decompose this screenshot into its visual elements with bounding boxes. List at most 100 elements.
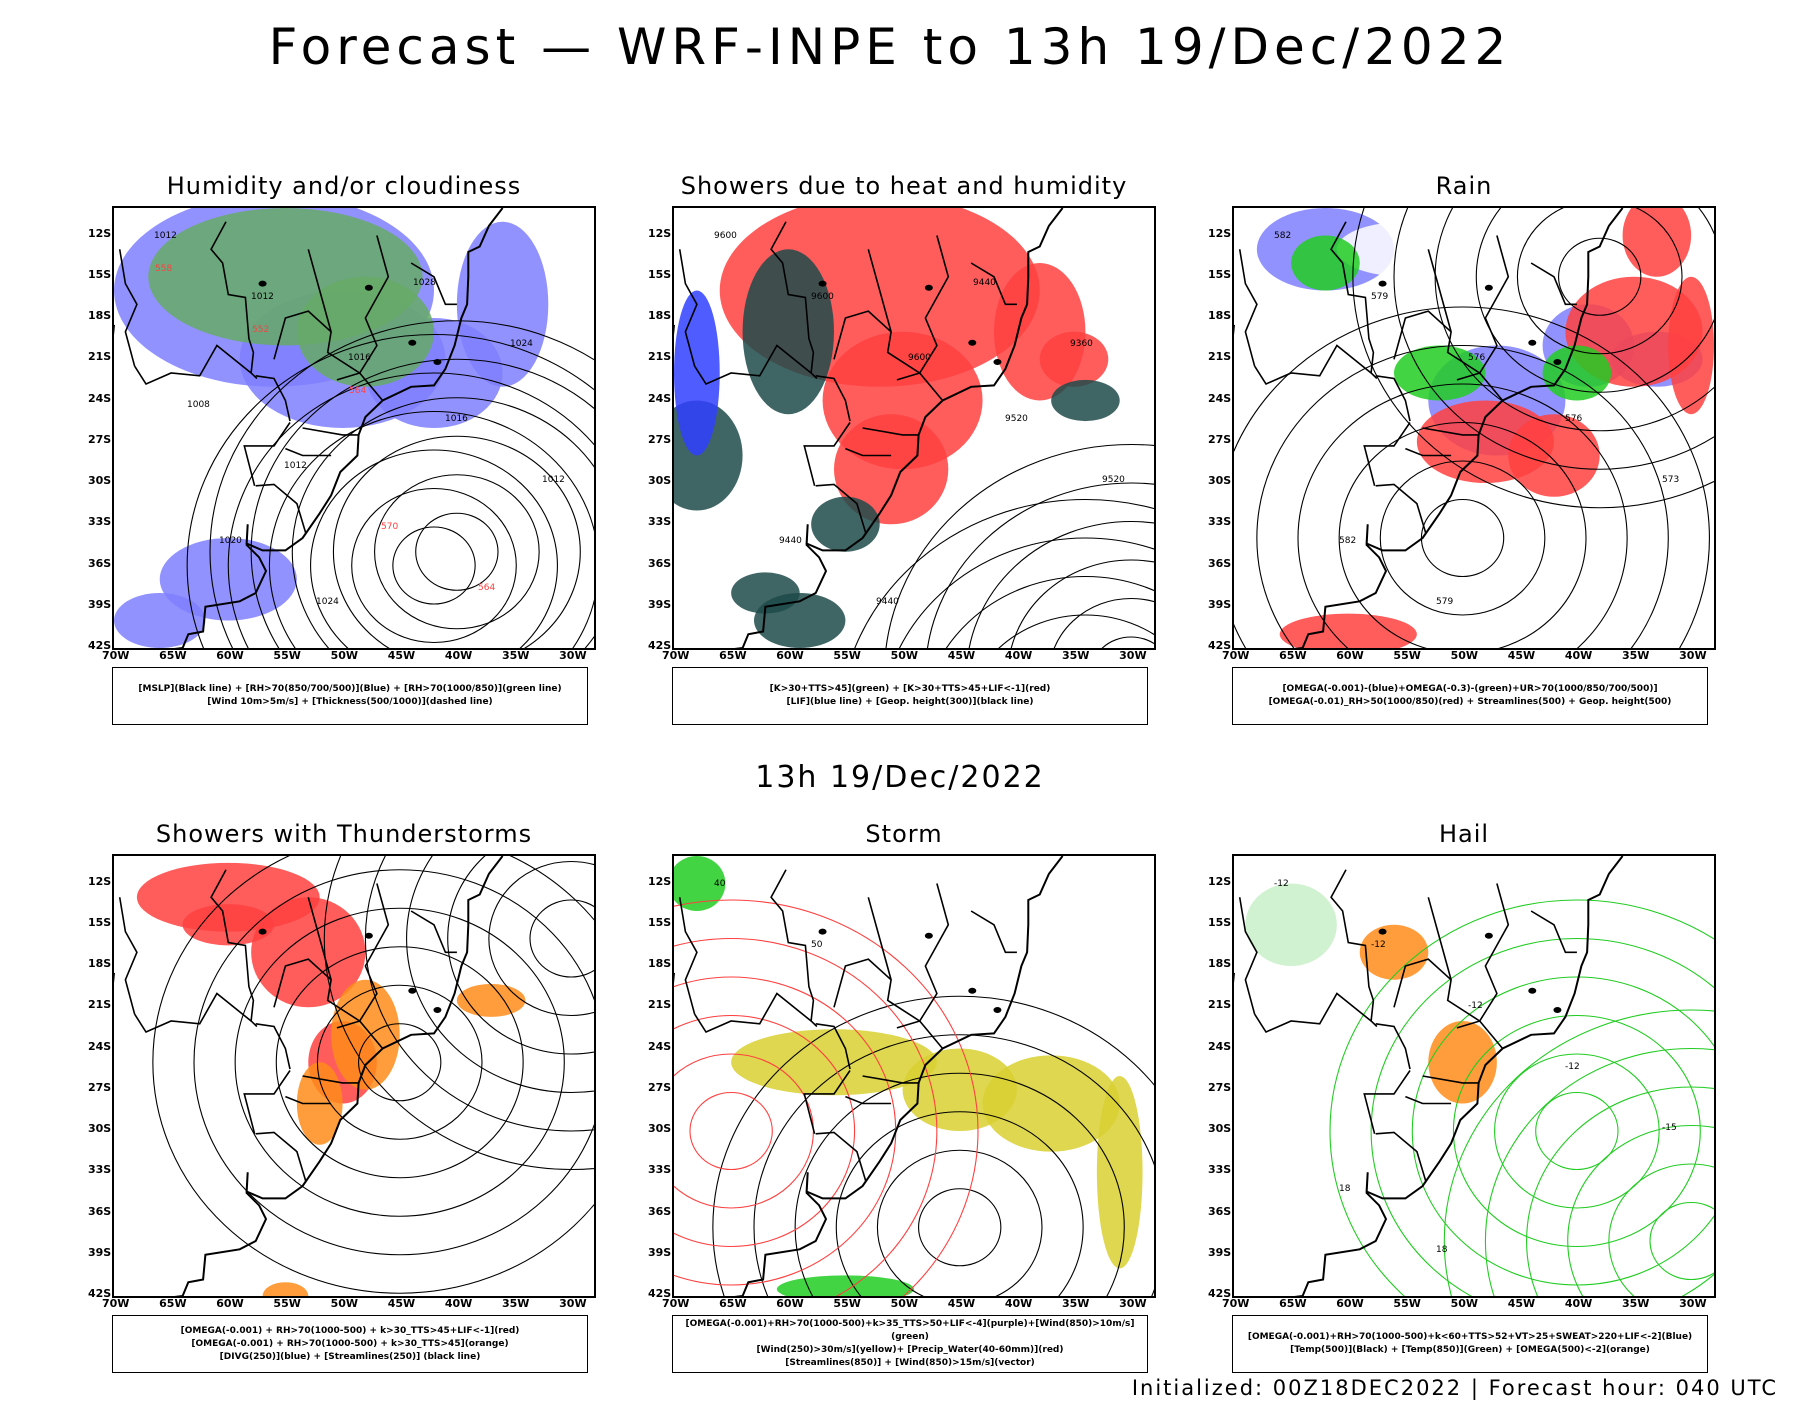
contour-line [712, 995, 1154, 1296]
map-canvas: 582 579 576 576 573 582 579 [1234, 208, 1714, 648]
legend-line: [OMEGA(-0.001) + RH>70(1000-500) + k>30_… [180, 1325, 520, 1336]
lat-tick-label: 39S [648, 597, 672, 611]
lat-tick-label: 12S [1208, 226, 1232, 240]
map-canvas: 40 50 [674, 856, 1154, 1296]
lat-tick-label: 36S [1208, 556, 1232, 570]
lake [408, 987, 417, 994]
contour-line [998, 614, 1154, 648]
lake [1553, 1007, 1562, 1013]
lon-tick-label: 70W [1222, 649, 1250, 662]
field-blob [674, 290, 720, 456]
lat-tick-label: 24S [88, 1039, 112, 1053]
contour-line [1370, 938, 1714, 1296]
panel-thunderstorms: Showers with Thunderstorms [OMEGA(-0.001… [64, 820, 624, 1410]
contour-line [1516, 208, 1683, 355]
field-blob [262, 1282, 309, 1296]
contour-label: 50 [811, 940, 823, 950]
lon-tick-label: 70W [662, 649, 690, 662]
country-border [815, 483, 867, 535]
lon-tick-label: 30W [1679, 649, 1707, 662]
lake [924, 932, 933, 939]
contour-line [1010, 559, 1154, 648]
lat-tick-label: 24S [1208, 391, 1232, 405]
country-border [255, 375, 291, 422]
lon-tick-label: 40W [444, 649, 473, 662]
contour-line [268, 410, 594, 648]
country-border [273, 310, 332, 360]
lon-tick-label: 35W [1062, 649, 1090, 662]
country-border [1422, 1075, 1479, 1084]
country-border [678, 897, 698, 1015]
lon-tick-label: 60W [776, 649, 804, 662]
lon-tick-label: 55W [273, 1297, 301, 1310]
lake [258, 928, 267, 935]
contour-label: 40 [714, 879, 726, 889]
contour-line [1443, 1009, 1714, 1296]
country-border [243, 422, 291, 486]
country-border [410, 910, 457, 954]
lake [968, 987, 977, 994]
lat-tick-label: 12S [648, 226, 672, 240]
map-thunderstorms [112, 854, 596, 1298]
country-border [815, 375, 851, 422]
lat-tick-label: 42S [88, 639, 112, 652]
contour-line [674, 1014, 856, 1248]
field-blob [674, 856, 726, 911]
panel-title: Showers with Thunderstorms [155, 820, 533, 848]
country-border [833, 958, 892, 1008]
contour-label: 1012 [251, 292, 274, 302]
country-border [285, 447, 332, 457]
contour-line [1475, 208, 1714, 393]
field-blob [296, 276, 434, 387]
lat-tick-label: 27S [648, 432, 672, 446]
lon-tick-label: 60W [1336, 649, 1364, 662]
lake [364, 932, 373, 939]
lat-tick-label: 30S [1208, 474, 1232, 487]
lat-tick-label: 42S [1208, 1287, 1232, 1300]
lon-tick-label: 55W [1393, 1297, 1421, 1310]
contour-line [1526, 1086, 1714, 1296]
lake [1553, 359, 1562, 365]
contour-label: 9360 [1070, 339, 1093, 349]
contour-line [209, 320, 594, 648]
field-blob [811, 496, 880, 552]
field-blob [1428, 1021, 1497, 1104]
lon-tick-label: 40W [1564, 1297, 1593, 1310]
country-border [896, 372, 944, 402]
lake [1528, 987, 1537, 994]
lat-tick-label: 18S [88, 957, 112, 970]
lon-tick-label: 45W [947, 649, 976, 662]
contour-line [1234, 306, 1710, 648]
lon-tick-label: 30W [1679, 1297, 1707, 1310]
lon-tick-label: 65W [719, 1297, 747, 1310]
coastline [674, 208, 1064, 648]
lake [258, 280, 267, 287]
lon-tick-label: 70W [102, 1297, 130, 1310]
lake [408, 339, 417, 346]
lon-tick-label: 65W [1279, 1297, 1307, 1310]
country-border [1238, 249, 1258, 367]
lake [924, 284, 933, 291]
lon-tick-label: 35W [502, 649, 530, 662]
lat-tick-label: 18S [648, 957, 672, 970]
country-border [1253, 344, 1372, 386]
contour-line [674, 976, 897, 1286]
lake [993, 359, 1002, 365]
contour-line [876, 1149, 1043, 1296]
country-border [678, 249, 698, 367]
field-blob [1359, 924, 1429, 980]
contour-line [1297, 383, 1628, 648]
panel-humidity: Humidity and/or cloudiness 1012 1012 1016 1… [64, 172, 624, 762]
contour-label: 582 [1339, 536, 1356, 546]
lon-tick-label: 65W [719, 649, 747, 662]
legend-line: [OMEGA(-0.001)-(blue)+OMEGA(-0.3)-(green… [1282, 684, 1658, 694]
contour-line [1329, 899, 1714, 1296]
country-border [1405, 447, 1452, 457]
field-blob [1279, 613, 1417, 648]
field-blob [114, 593, 206, 648]
lat-tick-label: 18S [88, 309, 112, 322]
field-blob [1668, 276, 1714, 415]
contour-label: -15 [1662, 1123, 1677, 1133]
country-border [815, 1131, 867, 1183]
lon-tick-label: 55W [833, 1297, 861, 1310]
